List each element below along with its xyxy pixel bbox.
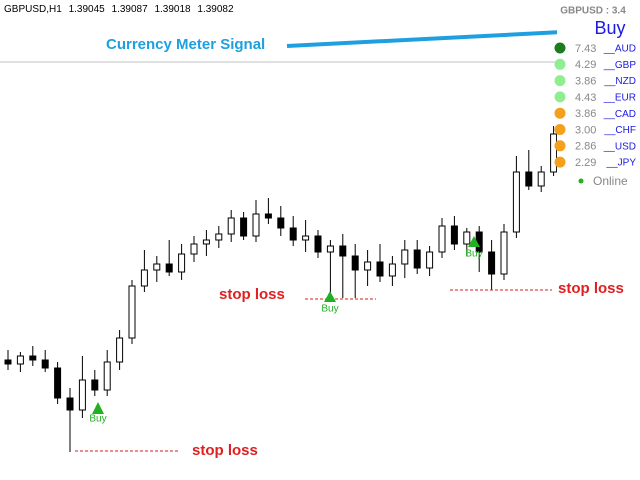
meter-value: 7.43 [575,43,596,55]
meter-currency: __GBP [603,60,637,71]
candle-body [78,379,86,411]
meter-currency: __JPY [606,158,637,169]
candle-body [16,355,24,365]
quote-low: 1.39018 [154,4,191,15]
meter-value: 4.43 [575,92,596,104]
candle-body [364,261,372,271]
candle-body [314,235,322,253]
meter-dot [554,42,566,54]
meter-panel [557,2,640,192]
meter-currency: __CAD [603,109,636,120]
candle-body [128,285,136,339]
candle-body [54,367,62,399]
candle-body [463,231,471,245]
meter-dot [554,58,566,70]
meter-dot [554,75,566,87]
meter-signal: Buy [594,18,625,38]
meter-currency: __EUR [603,93,636,104]
candle-body [326,245,334,253]
candle-body [500,231,508,275]
candle-body [252,213,260,237]
meter-status: Online [593,174,628,188]
candle-body [103,361,111,391]
candle-body [426,251,434,269]
stop-loss-label: stop loss [192,442,258,459]
buy-label: Buy [465,249,482,260]
candle-body [264,213,272,219]
meter-dot [554,91,566,103]
meter-value: 2.86 [575,141,596,153]
candle-body [339,245,347,257]
meter-currency: __CHF [603,125,636,136]
candle-body [116,337,124,363]
meter-value: 3.86 [575,108,596,120]
meter-currency: __NZD [603,76,636,87]
meter-rows: 7.43 __AUD 4.29 __GBP 3.86 __NZD 4.43 __EUR 3.86… [554,42,637,169]
candle-body [376,261,384,277]
candle-body [66,397,74,411]
quote-high: 1.39087 [112,4,149,15]
candle-body [215,233,223,241]
online-dot [578,178,584,184]
meter-pair: GBPUSD : 3.4 [560,6,626,17]
buy-arrow [324,291,336,302]
buy-label: Buy [321,304,338,315]
candle-body [91,379,99,391]
candle-body [277,217,285,229]
candle-body [351,255,359,271]
candle-body [165,263,173,273]
meter-dot [554,156,566,168]
meter-dot [554,124,566,135]
meter-value: 3.86 [575,76,596,88]
symbol: GBPUSD,H1 [4,4,62,15]
candle-body [29,355,37,361]
buy-label: Buy [89,414,106,425]
candle-body [450,225,458,245]
meter-dot [554,140,566,152]
buy-arrow [92,402,104,414]
meter-value: 2.29 [575,157,596,169]
candle-body [178,253,186,273]
candle-body [190,243,198,255]
candle-body [153,263,161,271]
buy-arrow [468,236,480,247]
candle-body [388,263,396,277]
candle-body [302,235,310,241]
signal-label: Currency Meter Signal [106,36,265,53]
candle-body [401,249,409,265]
signal-line [286,29,583,48]
candle-body [202,239,210,245]
quote-close: 1.39082 [197,4,234,15]
meter-value: 4.29 [575,59,596,71]
symbol-header: GBPUSD,H1 1.39045 1.39087 1.39018 1.3908… [4,4,234,15]
candle-body [227,217,235,235]
candle-body [41,359,49,369]
stop-loss-label: stop loss [219,286,285,303]
meter-value: 3.00 [575,124,596,136]
candle-body [512,171,520,233]
quote-open: 1.39045 [69,4,106,15]
candle-body [289,227,297,241]
meter-currency: __AUD [603,44,636,55]
meter-dot [554,107,566,119]
candle-body [4,359,12,365]
candle-body [537,171,545,187]
candle-body [240,217,248,237]
candle-body [525,171,533,187]
stop-loss-label: stop loss [558,280,624,297]
candle-body [438,225,446,253]
candle-body [488,251,496,275]
candle-body [550,133,558,173]
candle-body [413,249,421,269]
candles [4,46,620,452]
candle-body [140,269,148,287]
meter-currency: __USD [603,141,636,152]
